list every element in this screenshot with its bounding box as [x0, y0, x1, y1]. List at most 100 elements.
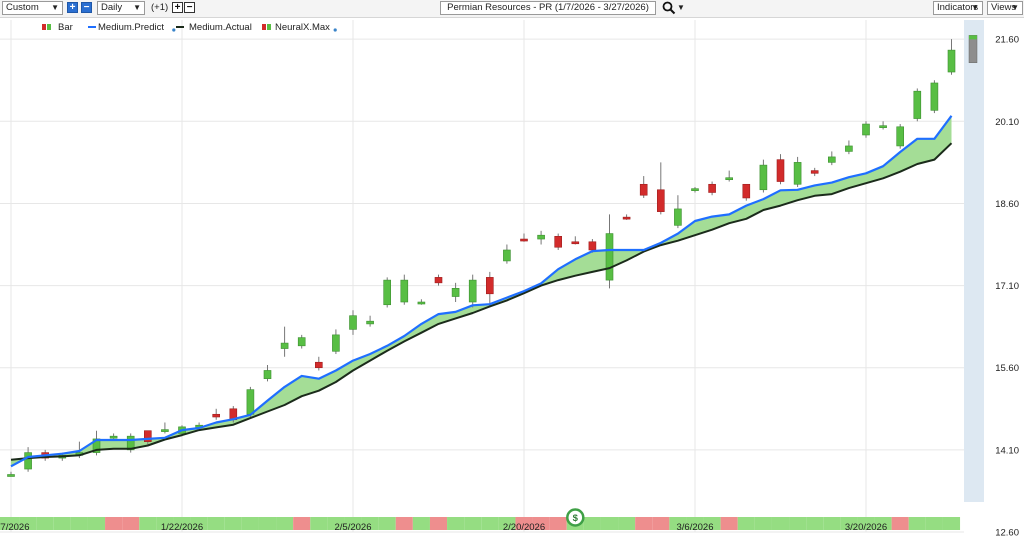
signal-bar-segment: [583, 517, 601, 530]
x-tick-label: 3/6/2026: [677, 522, 714, 533]
signal-bar-segment: [789, 517, 807, 530]
range-select[interactable]: Custom ▼: [2, 1, 63, 15]
candle: [314, 361, 323, 369]
next-bar: [968, 35, 978, 63]
candle: [674, 208, 682, 226]
signal-bar-segment: [310, 517, 328, 530]
indicators-label: Indicators: [937, 2, 979, 13]
x-tick-label: 1/7/2026: [0, 522, 29, 533]
candle: [246, 389, 255, 415]
legend-item-label: Bar: [58, 22, 73, 33]
legend-dot-icon: [172, 28, 176, 32]
signal-bar-segment: [857, 517, 875, 530]
period-select-value: Daily: [101, 2, 123, 13]
range-select-value: Custom: [6, 2, 39, 13]
signal-dollar-label: $: [573, 513, 579, 524]
signal-bar-segment: [156, 517, 174, 530]
signal-bar-segment: [378, 517, 396, 530]
signal-bar-segment: [258, 517, 277, 530]
candle: [263, 370, 272, 379]
candle: [827, 156, 836, 163]
plus-icon[interactable]: +: [172, 2, 183, 13]
candle: [862, 123, 870, 136]
candle: [793, 162, 802, 185]
x-tick-label: 1/22/2026: [161, 522, 203, 533]
chart-title[interactable]: Permian Resources - PR (1/7/2026 - 3/27/…: [440, 1, 656, 15]
signal-bar-segment: [652, 517, 670, 530]
signal-dollar-icon: [566, 508, 585, 527]
signal-bar-segment: [840, 517, 858, 530]
views-button[interactable]: Views ▼: [987, 1, 1023, 15]
candle: [212, 413, 220, 418]
signal-bar-segment: [412, 517, 430, 530]
signal-bar-segment: [498, 517, 516, 530]
signal-bar-segment: [241, 517, 259, 530]
candle: [554, 235, 563, 248]
plot-area: [0, 20, 964, 532]
signal-bar-segment: [618, 517, 636, 530]
signal-bar-segment: [549, 517, 567, 530]
y-tick-label: 17.10: [995, 281, 1019, 292]
indicators-button[interactable]: Indicators ▼: [933, 1, 983, 15]
candle: [520, 238, 528, 242]
chevron-down-icon: ▼: [51, 3, 59, 12]
legend-swatch-3: [262, 24, 266, 30]
legend-swatch-3: [267, 24, 271, 30]
price-chart[interactable]: Bar Medium.Predict Medium.Actual NeuralX.Ma…: [0, 18, 1024, 549]
legend-swatch-0: [47, 24, 51, 30]
candle: [605, 233, 614, 281]
minus-icon[interactable]: −: [81, 2, 92, 13]
candle: [451, 288, 460, 297]
candle: [947, 49, 956, 73]
series-line-medium-predict: [10, 115, 953, 468]
candle: [161, 429, 169, 432]
signal-bar-segment: [686, 517, 704, 530]
plus-icon[interactable]: +: [67, 2, 78, 13]
period-select[interactable]: Daily ▼: [97, 1, 145, 15]
signal-bar-segment: [190, 517, 208, 530]
y-tick-label: 12.60: [995, 528, 1019, 539]
legend-item-label: Medium.Predict: [98, 22, 164, 33]
minus-icon[interactable]: −: [184, 2, 195, 13]
signal-bar-segment: [515, 517, 533, 530]
candle: [930, 82, 939, 111]
chevron-down-icon[interactable]: ▼: [677, 3, 685, 12]
toolbar: Custom ▼ + − Daily ▼ (+1) + − Permian Re…: [0, 0, 1024, 18]
signal-bar-segment: [754, 517, 772, 530]
signal-bar-segment: [139, 517, 157, 530]
candle: [332, 334, 340, 352]
candle: [588, 241, 597, 251]
candle: [297, 337, 306, 347]
x-tick-label: 2/5/2026: [335, 522, 372, 533]
y-tick-label: 18.60: [995, 199, 1019, 210]
signal-bar-segment: [737, 517, 755, 530]
signal-bar-segment: [823, 517, 841, 530]
signal-bar-segment: [908, 517, 926, 530]
candle: [896, 126, 905, 147]
signal-bar-segment: [669, 517, 687, 530]
legend-dot-icon: [333, 28, 337, 32]
candle: [537, 234, 545, 240]
chart-title-text: Permian Resources - PR (1/7/2026 - 3/27/…: [447, 2, 649, 13]
signal-bar-segment: [891, 517, 909, 530]
chevron-down-icon: ▼: [1011, 3, 1019, 12]
candle: [7, 474, 15, 477]
candle: [656, 189, 665, 212]
signal-bar-segment: [806, 517, 824, 530]
y-tick-label: 15.60: [995, 363, 1019, 374]
signal-bar-segment: [532, 517, 550, 530]
candle: [503, 249, 511, 262]
signal-bar-segment: [429, 517, 448, 530]
candle: [810, 170, 819, 174]
x-tick-label: 2/20/2026: [503, 522, 545, 533]
candle: [400, 279, 409, 303]
search-icon[interactable]: [662, 1, 676, 15]
signal-bar-segment: [464, 517, 482, 530]
candle: [742, 183, 751, 199]
candle: [349, 315, 357, 330]
signal-bar-segment: [53, 517, 71, 530]
signal-bar-segment: [942, 517, 961, 530]
signal-bar-segment: [224, 517, 242, 530]
candle: [144, 430, 152, 442]
candle: [383, 279, 392, 306]
